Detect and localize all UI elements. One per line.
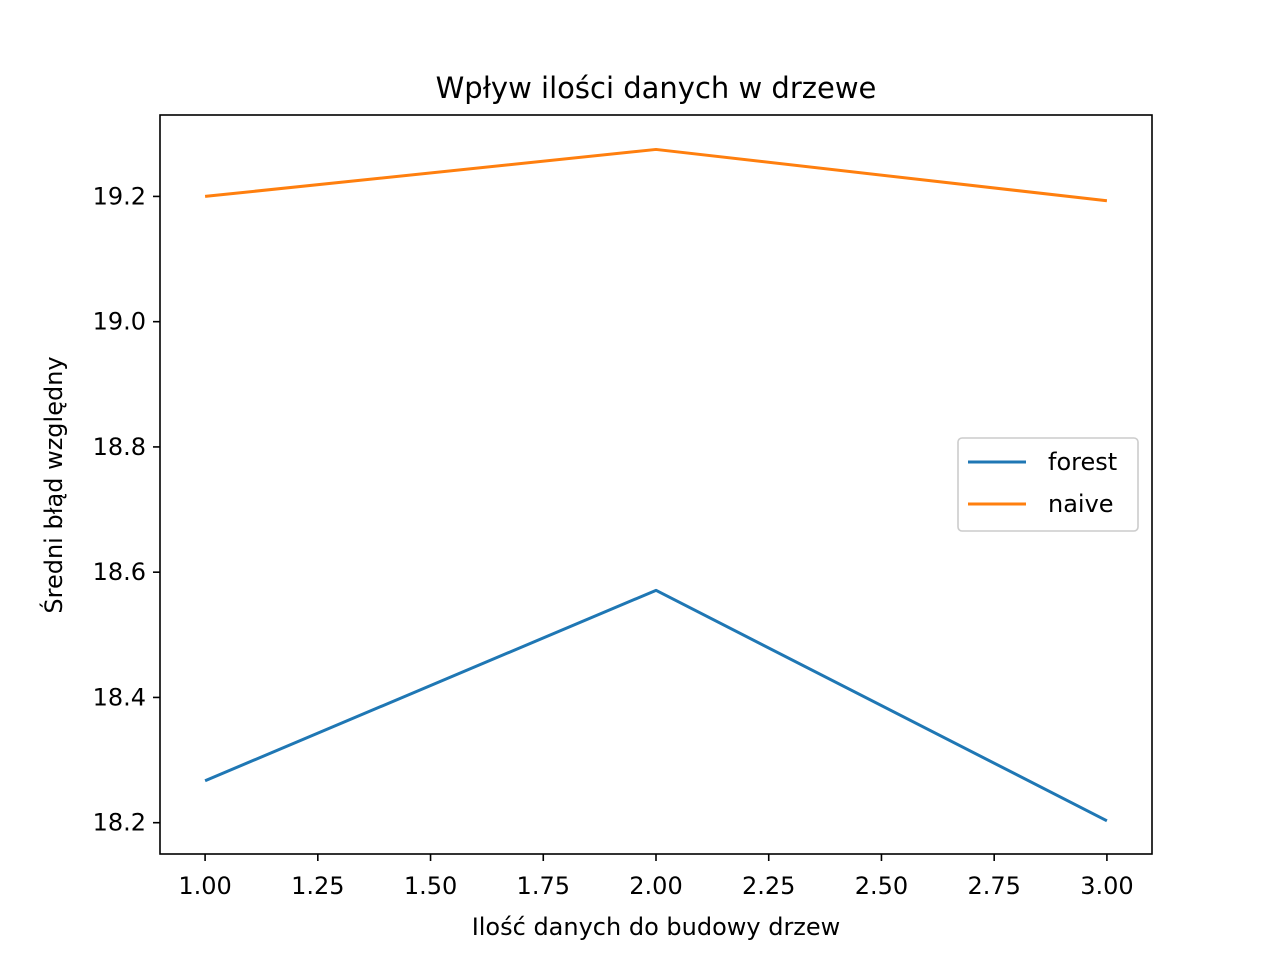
y-axis-label: Średni błąd względny	[38, 356, 68, 613]
y-tick-label: 19.0	[93, 308, 146, 336]
x-axis-ticks: 1.00 1.25 1.50 1.75 2.00 2.25 2.50 2.75 3.00	[178, 854, 1134, 900]
legend-label-forest: forest	[1048, 448, 1117, 476]
legend: forest naive	[957, 437, 1139, 532]
legend-label-naive: naive	[1048, 490, 1114, 518]
x-tick-label: 3.00	[1080, 872, 1133, 900]
y-tick-label: 18.2	[93, 809, 146, 837]
x-tick-label: 2.25	[742, 872, 795, 900]
y-tick-label: 18.6	[93, 558, 146, 586]
y-axis-ticks: 18.2 18.4 18.6 18.8 19.0 19.2	[93, 182, 160, 837]
series-line-naive	[204, 147, 1108, 203]
plot-frame	[159, 114, 1153, 855]
series-line-forest	[204, 588, 1108, 823]
x-tick-label: 2.50	[855, 872, 908, 900]
y-tick-label: 18.8	[93, 433, 146, 461]
x-tick-label: 2.00	[629, 872, 682, 900]
y-tick-label: 18.4	[93, 683, 146, 711]
x-tick-label: 1.25	[291, 872, 344, 900]
chart-title: Wpływ ilości danych w drzewe	[436, 71, 877, 105]
x-tick-label: 1.75	[517, 872, 570, 900]
series-lines	[204, 147, 1108, 823]
x-axis-label: Ilość danych do budowy drzew	[472, 913, 841, 941]
x-tick-label: 1.50	[404, 872, 457, 900]
x-tick-label: 1.00	[178, 872, 231, 900]
x-tick-label: 2.75	[967, 872, 1020, 900]
y-tick-label: 19.2	[93, 182, 146, 210]
